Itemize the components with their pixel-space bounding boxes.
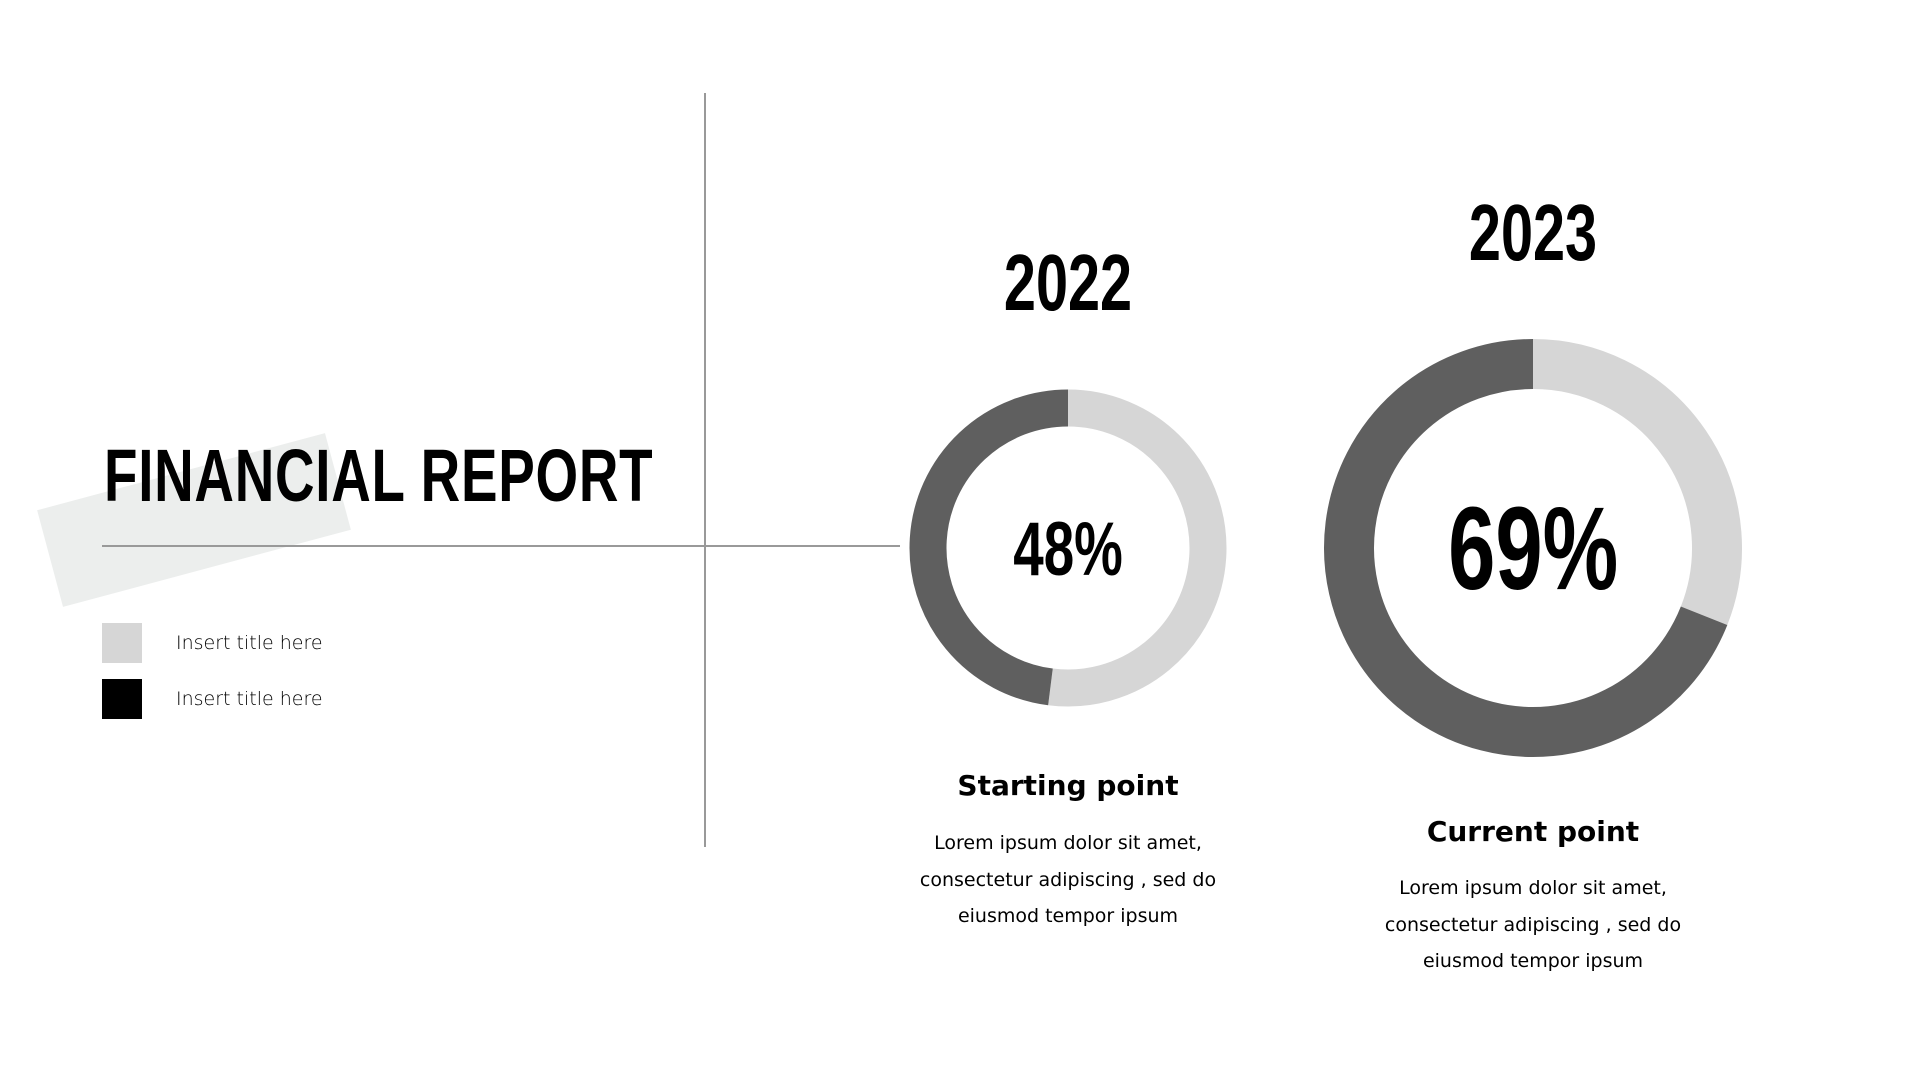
donut-value-arc xyxy=(1324,339,1728,757)
donut-value-arc xyxy=(909,389,1069,706)
chart-title-2022: 2022 xyxy=(1003,238,1133,327)
chart-description: Lorem ipsum dolor sit amet, consectetur … xyxy=(1323,870,1743,980)
donut-remainder-arc xyxy=(1048,389,1227,707)
description-line: Lorem ipsum dolor sit amet, xyxy=(1399,877,1667,899)
chart-caption: Current point xyxy=(1426,815,1640,848)
donut-center-label: 48% xyxy=(1013,507,1123,592)
legend-label: Insert title here xyxy=(176,688,323,710)
legend-label: Insert title here xyxy=(176,632,323,654)
description-line: consectetur adipiscing , sed do xyxy=(1384,913,1682,936)
legend-swatch-light xyxy=(102,623,142,663)
description-line: eiusmod tempor ipsum xyxy=(957,905,1179,927)
description-line: Lorem ipsum dolor sit amet, xyxy=(934,832,1202,854)
legend-swatch-dark xyxy=(102,679,142,719)
chart-title-2023: 2023 xyxy=(1468,188,1598,277)
description-line: consectetur adipiscing , sed do xyxy=(919,868,1217,891)
horizontal-divider xyxy=(102,545,900,547)
chart-caption: Starting point xyxy=(957,769,1179,802)
vertical-divider xyxy=(704,93,706,847)
donut-center-label: 69% xyxy=(1447,483,1619,615)
page-title: FINANCIAL REPORT xyxy=(104,434,654,517)
chart-description: Lorem ipsum dolor sit amet, consectetur … xyxy=(858,825,1278,935)
donut-remainder-arc xyxy=(1532,339,1742,625)
description-line: eiusmod tempor ipsum xyxy=(1422,950,1644,972)
